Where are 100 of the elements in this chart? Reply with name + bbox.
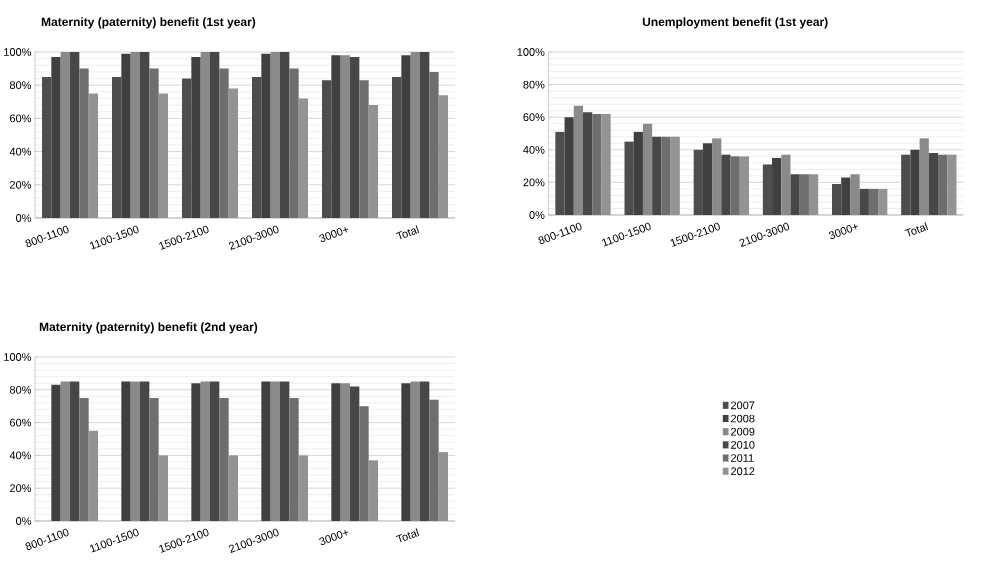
bar	[799, 174, 809, 215]
bar	[191, 56, 201, 218]
bar	[730, 156, 740, 215]
bar	[331, 55, 341, 218]
legend-label: 2011	[731, 454, 754, 462]
bar	[280, 381, 290, 521]
bar	[859, 188, 869, 215]
bar	[289, 68, 299, 218]
bar	[149, 68, 159, 218]
bar	[910, 149, 920, 215]
chart-title: Unemployment benefit (1st year)	[642, 17, 828, 29]
bar	[661, 136, 671, 215]
bar	[210, 51, 220, 218]
bar	[762, 164, 773, 215]
bar	[121, 53, 131, 218]
y-tick-label: 60%	[523, 113, 545, 122]
bar	[51, 56, 61, 218]
y-tick-label: 0%	[16, 517, 32, 525]
bar	[420, 381, 430, 521]
legend-label: 2009	[731, 427, 755, 436]
bar	[938, 154, 948, 215]
y-tick-label: 100%	[4, 48, 32, 56]
bar	[702, 143, 713, 215]
bar	[564, 117, 574, 215]
bar	[928, 153, 939, 215]
x-tick-label: 3000+	[319, 227, 349, 242]
bar	[555, 131, 565, 215]
x-tick-label: Total	[395, 225, 420, 240]
bar	[51, 384, 61, 521]
y-tick-label: 20%	[523, 178, 545, 187]
bar	[359, 80, 369, 218]
bar	[790, 174, 800, 215]
bar	[772, 157, 782, 215]
bar	[182, 78, 192, 218]
y-tick-label: 0%	[529, 211, 545, 219]
bar	[261, 53, 271, 218]
bar	[140, 51, 150, 218]
x-tick-label: Total	[395, 528, 420, 543]
bar	[70, 51, 80, 218]
y-tick-label: 60%	[10, 114, 32, 123]
bar	[289, 397, 299, 521]
bar	[149, 397, 159, 521]
legend-label: 2007	[731, 401, 755, 410]
y-tick-label: 40%	[9, 451, 32, 460]
bar	[832, 184, 842, 215]
bar	[633, 131, 643, 215]
y-tick-label: 80%	[9, 81, 32, 90]
bar	[429, 71, 439, 218]
bar	[901, 154, 911, 215]
bar	[721, 154, 731, 215]
bar	[280, 51, 290, 218]
chart-title: Maternity (paternity) benefit (2nd year)	[39, 322, 258, 334]
bar	[583, 112, 593, 215]
x-tick-label: 3000+	[828, 224, 858, 239]
bar	[331, 383, 341, 521]
bar	[252, 76, 262, 218]
bar	[392, 76, 402, 218]
bar	[429, 399, 439, 521]
bar	[322, 80, 332, 218]
bar	[191, 383, 201, 521]
legend-label: 2008	[731, 414, 755, 423]
chart-title: Maternity (paternity) benefit (1st year)	[41, 17, 256, 29]
bar	[350, 386, 360, 521]
bar	[79, 397, 89, 521]
bar	[42, 76, 52, 218]
x-tick-label: 3000+	[319, 530, 349, 545]
x-tick-label: Total	[904, 222, 929, 237]
y-tick-label: 80%	[523, 80, 545, 89]
bar	[112, 76, 122, 218]
bar	[652, 136, 662, 215]
bar	[592, 113, 602, 215]
bar	[359, 406, 369, 521]
y-tick-label: 20%	[10, 484, 32, 493]
bar	[219, 68, 229, 218]
y-tick-label: 40%	[9, 147, 32, 156]
y-tick-label: 40%	[523, 145, 545, 154]
bar	[350, 56, 360, 218]
bar	[219, 397, 229, 521]
bar	[878, 188, 888, 215]
bar	[868, 188, 879, 215]
y-tick-label: 60%	[10, 418, 32, 427]
bar	[140, 381, 150, 521]
bar	[261, 381, 271, 521]
bar	[693, 149, 703, 215]
y-tick-label: 0%	[16, 214, 32, 222]
bar	[79, 68, 89, 218]
bar	[70, 381, 80, 521]
legend-label: 2012	[731, 467, 755, 476]
y-tick-label: 100%	[517, 48, 545, 56]
y-tick-label: 20%	[10, 180, 32, 189]
bar	[210, 381, 220, 521]
y-tick-label: 80%	[9, 385, 32, 394]
bar	[420, 51, 430, 218]
bar	[121, 381, 131, 521]
bar	[624, 141, 634, 215]
legend-label: 2010	[731, 441, 755, 449]
y-tick-label: 100%	[4, 353, 32, 361]
bar	[401, 383, 411, 521]
bar	[401, 55, 411, 218]
bar	[841, 177, 851, 215]
